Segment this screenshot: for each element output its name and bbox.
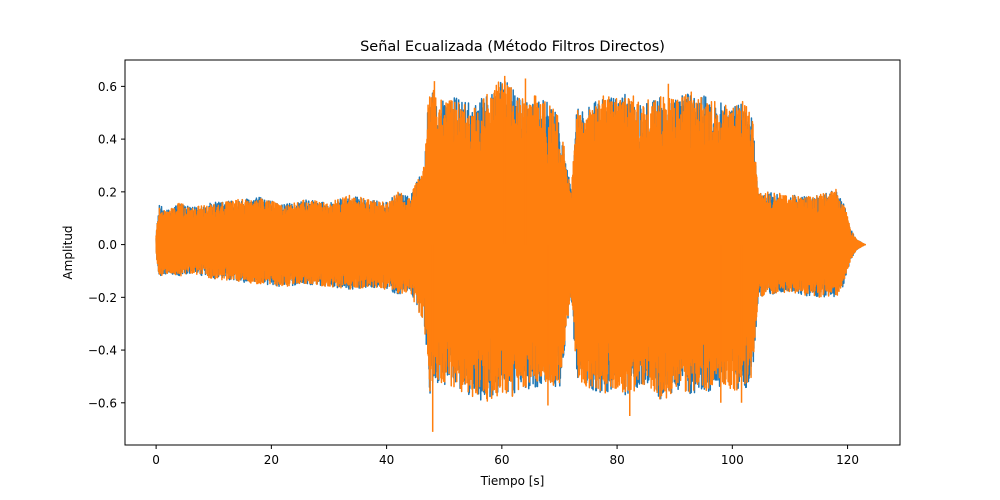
x-axis: 0 20 40 60 80 100 120 bbox=[152, 445, 859, 467]
x-tick-label: 40 bbox=[379, 453, 394, 467]
y-axis: −0.6 −0.4 −0.2 0.0 0.2 0.4 0.6 bbox=[88, 80, 125, 410]
x-tick-label: 120 bbox=[836, 453, 859, 467]
chart-title: Señal Ecualizada (Método Filtros Directo… bbox=[360, 39, 665, 55]
x-tick-label: 80 bbox=[609, 453, 624, 467]
y-axis-label: Amplitud bbox=[61, 225, 75, 279]
x-tick-label: 100 bbox=[721, 453, 744, 467]
x-tick-label: 20 bbox=[264, 453, 279, 467]
y-tick-label: 0.0 bbox=[98, 238, 117, 252]
plot-frame bbox=[124, 59, 901, 446]
x-tick-label: 0 bbox=[152, 453, 160, 467]
y-tick-label: 0.6 bbox=[98, 80, 117, 94]
series-layer bbox=[155, 75, 867, 432]
y-tick-label: −0.4 bbox=[88, 344, 117, 358]
series-2-line bbox=[155, 81, 867, 402]
y-tick-label: 0.4 bbox=[98, 133, 117, 147]
y-tick-label: −0.6 bbox=[88, 396, 117, 410]
y-tick-label: −0.2 bbox=[88, 291, 117, 305]
x-axis-label: Tiempo [s] bbox=[480, 474, 545, 488]
y-tick-label: 0.2 bbox=[98, 185, 117, 199]
x-tick-label: 60 bbox=[494, 453, 509, 467]
